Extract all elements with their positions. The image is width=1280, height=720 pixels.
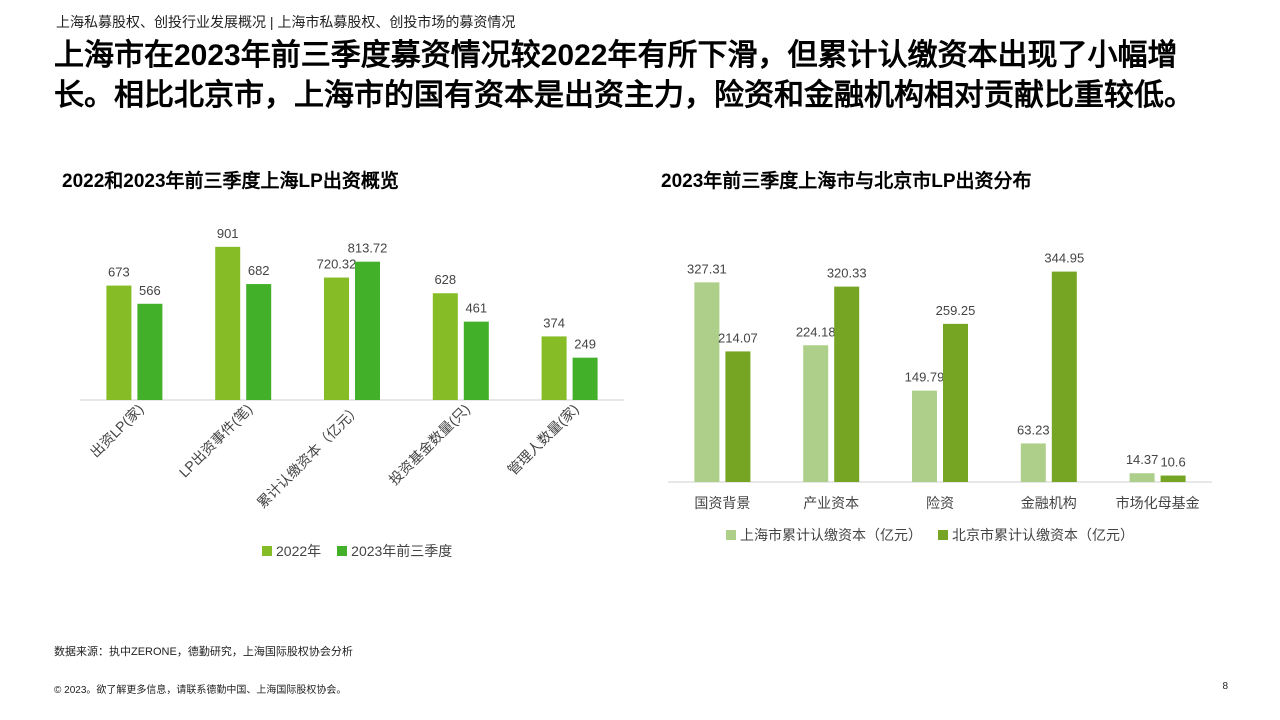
- bar-3-0: [432, 293, 458, 400]
- data-label-0-0: 327.31: [687, 261, 727, 276]
- legend-label-shanghai: 上海市累计认缴资本（亿元）: [740, 527, 922, 543]
- bar-2-0: [324, 277, 349, 400]
- page-number: 8: [1222, 681, 1228, 692]
- category-label-0: 出资LP(家): [87, 401, 147, 461]
- data-label-4-0: 374: [543, 315, 565, 330]
- legend-label-2022: 2022年: [276, 543, 322, 559]
- data-label-1-0: 224.18: [796, 324, 836, 339]
- data-label-1-0: 901: [217, 226, 239, 241]
- legend-swatch-beijing: [938, 530, 948, 540]
- data-label-4-1: 10.6: [1160, 455, 1185, 470]
- bar-0-0: [694, 282, 720, 482]
- bar-2-1: [355, 261, 380, 400]
- bar-2-1: [943, 323, 968, 482]
- data-label-3-0: 63.23: [1017, 422, 1050, 437]
- data-label-2-1: 813.72: [348, 241, 388, 256]
- data-label-2-0: 149.79: [905, 370, 945, 385]
- data-label-4-1: 249: [574, 337, 596, 352]
- category-label-3: 投资基金数量(只): [386, 401, 473, 488]
- category-label-1: 产业资本: [803, 495, 859, 511]
- category-label-0: 国资背景: [694, 495, 750, 511]
- legend-label-2023: 2023年前三季度: [351, 543, 453, 559]
- data-label-3-1: 344.95: [1044, 251, 1084, 266]
- data-label-1-1: 682: [248, 263, 270, 278]
- category-label-2: 险资: [926, 495, 954, 511]
- bar-1-1: [834, 286, 860, 482]
- data-label-2-1: 259.25: [936, 303, 976, 318]
- breadcrumb: 上海私募股权、创投行业发展概况 | 上海市私募股权、创投市场的募资情况: [56, 14, 516, 30]
- data-label-4-0: 14.37: [1126, 452, 1159, 467]
- bar-3-1: [1051, 271, 1077, 482]
- category-label-2: 累计认缴资本（亿元）: [254, 401, 364, 511]
- bar-3-1: [463, 321, 489, 400]
- bar-3-0: [1020, 443, 1046, 482]
- data-label-1-1: 320.33: [827, 266, 867, 281]
- footer-copyright: © 2023。欲了解更多信息，请联系德勤中国、上海国际股权协会。: [54, 685, 347, 696]
- category-label-4: 市场化母基金: [1116, 495, 1200, 511]
- data-label-0-1: 566: [139, 283, 161, 298]
- data-label-3-0: 628: [434, 272, 456, 287]
- legend-swatch-shanghai: [726, 530, 736, 540]
- bar-4-1: [1160, 475, 1186, 482]
- right-chart-title: 2023年前三季度上海市与北京市LP出资分布: [661, 171, 1032, 192]
- category-label-1: LP出资事件(笔): [176, 401, 256, 481]
- legend-label-beijing: 北京市累计认缴资本（亿元）: [952, 527, 1134, 543]
- bar-0-0: [106, 285, 132, 400]
- legend-swatch-2023: [337, 546, 348, 556]
- legend-item-2022: 2022年: [262, 541, 321, 561]
- left-chart-title: 2022和2023年前三季度上海LP出资概览: [62, 171, 399, 192]
- bar-2-0: [912, 390, 937, 482]
- legend-item-beijing: 北京市累计认缴资本（亿元）: [938, 525, 1134, 545]
- legend-item-shanghai: 上海市累计认缴资本（亿元）: [726, 525, 922, 545]
- legend-item-2023: 2023年前三季度: [337, 541, 452, 561]
- bar-4-1: [572, 357, 598, 400]
- bar-0-1: [137, 303, 163, 400]
- left-chart-legend: 2022年 2023年前三季度: [262, 541, 452, 561]
- bar-1-0: [215, 246, 241, 400]
- bar-1-0: [803, 345, 829, 482]
- data-source-note: 数据来源：执中ZERONE，德勤研究，上海国际股权协会分析: [54, 646, 353, 658]
- right-chart-legend: 上海市累计认缴资本（亿元） 北京市累计认缴资本（亿元）: [726, 525, 1134, 545]
- page-title: 上海市在2023年前三季度募资情况较2022年有所下滑，但累计认缴资本出现了小幅…: [54, 39, 1194, 112]
- data-label-0-1: 214.07: [718, 330, 758, 345]
- bar-4-0: [1129, 473, 1155, 482]
- bar-4-0: [541, 336, 567, 400]
- bar-1-1: [246, 284, 272, 400]
- data-label-2-0: 720.32: [317, 257, 357, 272]
- category-label-3: 金融机构: [1021, 495, 1077, 511]
- data-label-0-0: 673: [108, 265, 130, 280]
- bar-0-1: [725, 351, 751, 482]
- right-bar-chart: 327.31 214.07 国资背景 224.18 320.33 产业资本 149.79 25…: [668, 251, 1212, 511]
- left-bar-chart: 673 566 出资LP(家) 901 682 LP出资事件(笔) 720.32813.72…: [80, 226, 624, 511]
- legend-swatch-2022: [262, 546, 272, 556]
- category-label-4: 管理人数量(家): [504, 401, 581, 478]
- data-label-3-1: 461: [465, 301, 487, 316]
